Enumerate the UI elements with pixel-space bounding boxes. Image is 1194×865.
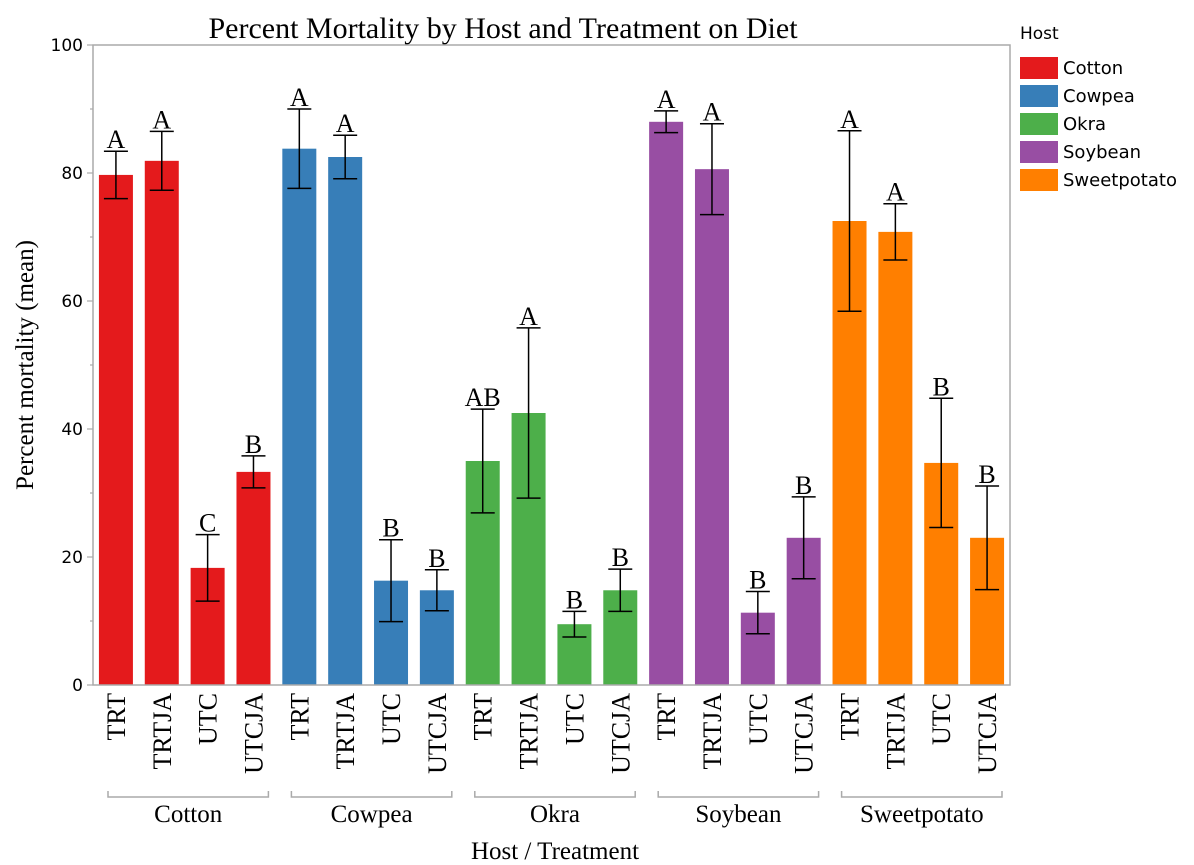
significance-letter: A [107,125,126,154]
y-tick-label: 40 [61,420,83,440]
x-tick-label: UTCJA [790,693,819,774]
x-tick-label: TRT [285,693,314,741]
significance-letter: A [152,105,171,134]
significance-letter: B [933,372,950,401]
bar [878,231,913,685]
significance-letter: A [840,105,859,134]
legend-label: Cotton [1063,58,1123,79]
significance-letter: B [612,543,629,572]
legend-label: Soybean [1063,142,1141,163]
group-label: Cowpea [331,801,413,828]
significance-letter: B [566,585,583,614]
legend-label: Okra [1063,114,1106,135]
legend-label: Cowpea [1063,86,1135,107]
legend-swatch [1020,169,1058,191]
y-tick-label: 20 [61,548,83,568]
x-tick-label: TRTJA [148,693,177,770]
significance-letter: A [886,178,905,207]
x-axis-label: Host / Treatment [471,838,639,865]
x-tick-label: TRT [652,693,681,741]
x-tick-label: TRT [836,693,865,741]
group-bracket [290,791,453,798]
x-tick-label: UTCJA [973,693,1002,774]
legend-swatch [1020,113,1058,135]
y-tick-label: 0 [72,676,83,696]
group-bracket [657,791,820,798]
x-tick-label: UTC [377,693,406,745]
significance-letter: A [519,302,538,331]
x-tick-label: UTC [927,693,956,745]
significance-letter: A [657,85,676,114]
group-label: Sweetpotato [860,801,984,828]
significance-letter: B [795,471,812,500]
group-bracket [840,791,1003,798]
bar [144,160,179,686]
group-label: Cotton [154,801,223,828]
y-axis-label: Percent mortality (mean) [12,240,39,490]
x-tick-label: UTCJA [606,693,635,774]
significance-letter: A [290,83,309,112]
significance-letter: A [336,109,355,138]
bar [236,471,271,685]
x-tick-label: UTC [744,693,773,745]
group-bracket [474,791,636,798]
significance-letter: B [749,566,766,595]
chart-title: Percent Mortality by Host and Treatment … [208,12,798,45]
bar [282,148,317,685]
group-label: Okra [530,801,580,828]
legend-swatch [1020,57,1058,79]
x-tick-label: TRTJA [881,693,910,770]
x-tick-label: UTC [194,693,223,745]
bar [328,157,363,685]
y-tick-label: 60 [61,292,83,312]
significance-letter: C [199,509,216,538]
x-tick-label: TRTJA [331,693,360,770]
legend-label: Sweetpotato [1063,170,1177,191]
x-tick-label: TRT [102,693,131,741]
x-tick-label: UTCJA [239,693,268,774]
significance-letter: B [382,514,399,543]
y-tick-label: 100 [51,36,83,56]
legend-title: Host [1020,24,1059,44]
legend-swatch [1020,85,1058,107]
x-tick-label: UTCJA [423,693,452,774]
bar [649,121,684,686]
significance-letter: B [978,460,995,489]
significance-letter: B [245,430,262,459]
x-tick-label: UTC [560,693,589,745]
x-tick-label: TRTJA [698,693,727,770]
group-bracket [107,791,270,798]
bar [98,174,133,686]
group-label: Soybean [695,801,782,828]
plot-frame [92,44,1011,686]
significance-letter: AB [465,383,501,412]
significance-letter: B [428,544,445,573]
y-tick-label: 80 [61,164,83,184]
significance-letter: A [703,98,722,127]
x-tick-label: TRT [469,693,498,741]
legend-swatch [1020,141,1058,163]
bar [694,169,729,685]
x-tick-label: TRTJA [515,693,544,770]
